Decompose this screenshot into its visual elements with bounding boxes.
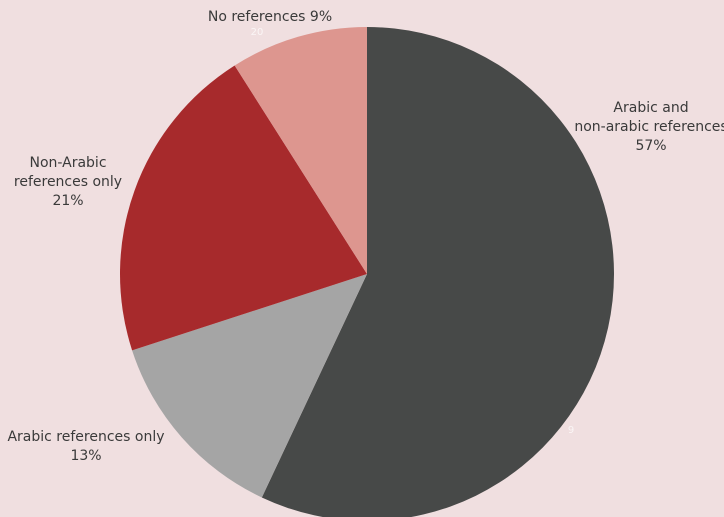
slice-label-line: Arabic references only (7, 429, 164, 445)
pie-slice-0 (261, 27, 614, 517)
pie-labels: Arabic and non-arabic references 57% 9 Arabi… (7, 9, 724, 464)
slice-label-line: Arabic and (613, 100, 688, 116)
slice-label-line: Non-Arabic (29, 155, 106, 171)
pie-slices (119, 27, 614, 517)
slice-label-3: No references 9% (208, 9, 332, 25)
slice-label-1: Arabic references only 13% (7, 429, 164, 464)
slice-label-line: 13% (70, 448, 101, 464)
slice-inner-text-3: 20 (251, 27, 264, 38)
slice-label-line: 57% (635, 138, 666, 154)
slice-inner-text-0: 9 (568, 425, 574, 436)
pie-slice-1 (132, 274, 367, 498)
slice-label-line: 21% (52, 193, 83, 209)
slice-label-line: non-arabic references (574, 119, 724, 135)
slice-label-2: Non-Arabic references only 21% (14, 155, 122, 209)
slice-label-line: references only (14, 174, 122, 190)
slice-label-line: No references 9% (208, 9, 332, 25)
slice-label-0: Arabic and non-arabic references 57% (574, 100, 724, 154)
pie-slice-2 (119, 65, 367, 351)
pie-slice-3 (234, 27, 367, 274)
